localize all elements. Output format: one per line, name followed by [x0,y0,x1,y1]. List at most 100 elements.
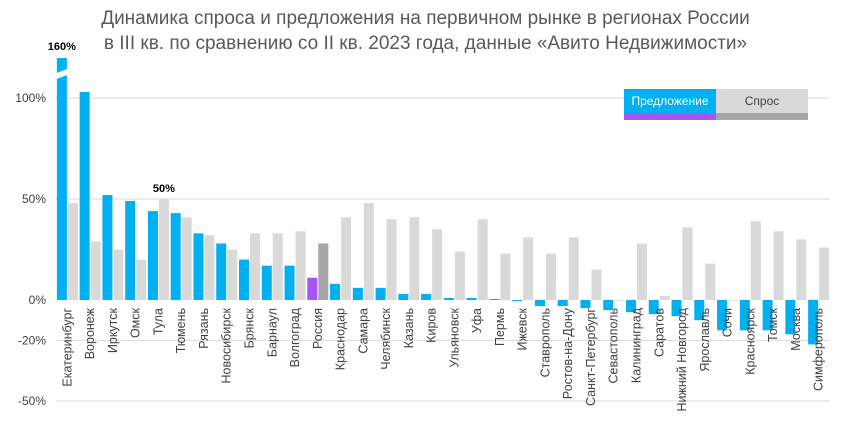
supply-bar [170,213,181,300]
x-tick-label: Екатеринбург [60,308,74,387]
x-tick-label: Сочи [721,308,735,337]
supply-bar [717,300,728,331]
demand-bar [295,231,306,300]
demand-bar [728,300,739,301]
x-tick-label: Тюмень [174,308,188,353]
demand-bar [409,217,420,300]
demand-bar [227,249,238,300]
x-tick-label: Ростов-на-Дону [561,307,575,399]
x-tick-label: Россия [311,308,325,349]
demand-bar [136,259,147,300]
demand-bar [796,239,807,300]
supply-bar [398,293,409,300]
x-tick-label: Краснодар [334,308,348,370]
x-tick-label: Ярославль [698,308,712,372]
supply-bar [307,277,318,300]
demand-bar [637,243,647,300]
supply-bar [648,300,659,315]
x-axis: Екатеринбург Воронеж Иркутск Омск Тула Тюмень… [60,307,825,411]
demand-bar [591,269,602,300]
x-tick-label: Волгоград [288,307,302,367]
demand-bar [682,227,693,300]
supply-bar [739,300,750,331]
x-tick-label: Новосибирск [220,307,234,383]
data-label: 50% [153,183,175,195]
x-tick-label: Ижевск [516,307,530,350]
demand-bar [659,295,670,300]
x-tick-label: Москва [789,308,803,351]
supply-bar [102,194,113,300]
x-tick-label: Воронеж [83,307,97,359]
supply-bar [785,300,796,335]
demand-bar [773,231,784,300]
demand-bar [363,203,374,300]
demand-bar [272,233,283,300]
demand-bar [614,300,625,301]
demand-bar [819,247,830,300]
supply-bar [671,300,682,317]
chart-title-line-1: Динамика спроса и предложения на первичн… [101,8,750,29]
x-tick-label: Челябинск [379,307,393,369]
supply-bar [808,300,819,345]
demand-bar [250,233,260,300]
supply-bar [694,300,705,321]
supply-bar [193,233,204,300]
supply-bar [239,259,249,300]
y-tick-label: 100% [15,91,46,105]
x-tick-label: Санкт-Петербург [584,308,598,406]
y-tick-label: 50% [22,192,46,206]
demand-bar [67,203,78,300]
x-tick-label: Брянск [243,307,257,348]
legend-swatch [716,89,808,113]
data-label: 160% [48,41,76,53]
demand-bar [568,237,579,300]
demand-bar [204,235,215,300]
supply-bar [125,201,136,300]
supply-bar [762,300,773,331]
demand-bar [454,251,465,300]
demand-bar [432,229,443,300]
x-tick-label: Томск [766,307,780,341]
legend-label: Спрос [745,94,780,108]
supply-bar [557,300,568,307]
supply-bar [284,265,295,300]
x-tick-label: Севастополь [607,308,621,383]
demand-bar [386,219,397,300]
demand-bar [181,217,192,300]
y-axis: 100% 50% 0% -20% -50% [15,91,46,408]
x-tick-label: Пермь [493,308,507,346]
y-tick-label: -20% [18,333,46,347]
x-tick-label: Ставрополь [538,308,552,377]
demand-bar [705,263,716,300]
supply-bar [534,300,545,307]
x-tick-label: Нижний Новгород [675,307,689,411]
data-labels: 160% 50% [48,41,175,195]
x-tick-label: Казань [402,308,416,348]
x-tick-label: Тула [151,308,165,335]
demand-bar [158,199,169,300]
y-tick-label: -50% [18,394,46,408]
supply-bar [56,58,67,300]
chart-title-line-2: в III кв. по сравнению со II кв. 2023 го… [103,33,748,54]
supply-bar [330,283,341,300]
supply-bar [375,287,386,300]
legend: Предложение Спрос [624,89,808,120]
demand-bar [90,241,101,300]
supply-bar [466,297,477,300]
demand-bar [477,219,488,300]
supply-bar [603,300,614,311]
supply-bar [261,265,272,300]
supply-bar [421,293,432,300]
demand-bar [545,253,556,300]
x-tick-label: Уфа [470,308,484,333]
demand-bar [750,221,761,300]
supply-bar [147,211,158,300]
x-tick-label: Киров [425,308,439,343]
demand-bar [113,249,124,300]
x-tick-label: Самара [356,308,370,354]
legend-underline [716,113,808,120]
x-tick-label: Барнаул [265,308,279,357]
supply-bar [512,300,523,302]
bars [53,58,830,345]
